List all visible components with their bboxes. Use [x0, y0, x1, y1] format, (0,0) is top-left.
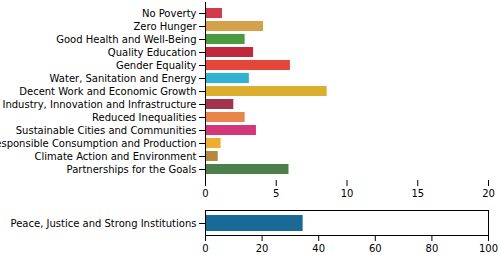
svg-text:20: 20	[482, 188, 495, 199]
svg-text:0: 0	[202, 188, 208, 199]
svg-text:100: 100	[479, 243, 498, 254]
svg-text:Climate Action and Environment: Climate Action and Environment	[34, 151, 196, 162]
svg-text:Gender Equality: Gender Equality	[116, 60, 197, 71]
svg-text:0: 0	[202, 243, 208, 254]
svg-text:Peace, Justice and Strong Inst: Peace, Justice and Strong Institutions	[11, 218, 197, 229]
svg-text:60: 60	[369, 243, 382, 254]
svg-text:Partnerships for the Goals: Partnerships for the Goals	[67, 164, 197, 175]
svg-text:Good Health and Well-Being: Good Health and Well-Being	[56, 34, 196, 45]
svg-text:Decent Work and Economic Growt: Decent Work and Economic Growth	[19, 86, 196, 97]
svg-text:10: 10	[341, 188, 354, 199]
svg-text:Quality Education: Quality Education	[108, 47, 197, 58]
svg-text:15: 15	[411, 188, 424, 199]
svg-text:80: 80	[426, 243, 439, 254]
svg-text:Reduced Inequalities: Reduced Inequalities	[92, 112, 196, 123]
svg-text:Zero Hunger: Zero Hunger	[134, 21, 198, 32]
svg-text:Water, Sanitation and Energy: Water, Sanitation and Energy	[50, 73, 197, 84]
svg-text:Sustainable Cities and Communi: Sustainable Cities and Communities	[16, 125, 197, 136]
svg-text:20: 20	[256, 243, 269, 254]
svg-text:Industry, Innovation and Infra: Industry, Innovation and Infrastructure	[2, 99, 196, 110]
svg-text:Responsible Consumption and Pr: Responsible Consumption and Production	[0, 138, 197, 149]
svg-text:5: 5	[273, 188, 279, 199]
svg-text:No Poverty: No Poverty	[142, 8, 197, 19]
svg-text:40: 40	[312, 243, 325, 254]
